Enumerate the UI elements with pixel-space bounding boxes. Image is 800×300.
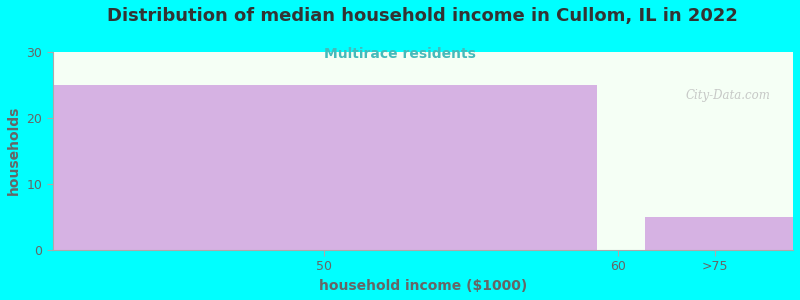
Bar [53, 52, 597, 250]
X-axis label: household income ($1000): household income ($1000) [318, 279, 527, 293]
Text: City-Data.com: City-Data.com [686, 89, 771, 102]
Bar [645, 217, 793, 250]
Title: Distribution of median household income in Cullom, IL in 2022: Distribution of median household income … [107, 7, 738, 25]
Bar [597, 52, 793, 250]
Y-axis label: households: households [7, 106, 21, 196]
Text: Multirace residents: Multirace residents [324, 46, 476, 61]
Bar [53, 85, 597, 250]
